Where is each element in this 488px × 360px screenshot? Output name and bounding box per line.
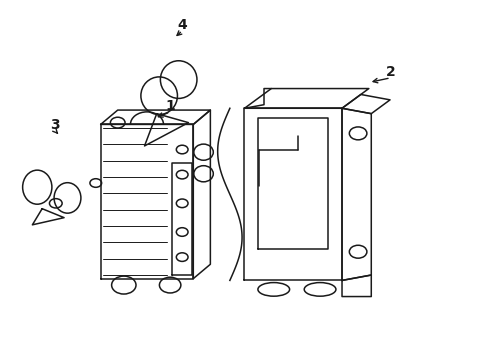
Text: 2: 2 — [385, 66, 395, 80]
Text: 1: 1 — [165, 99, 175, 113]
Text: 4: 4 — [177, 18, 187, 32]
Text: 3: 3 — [50, 118, 60, 132]
